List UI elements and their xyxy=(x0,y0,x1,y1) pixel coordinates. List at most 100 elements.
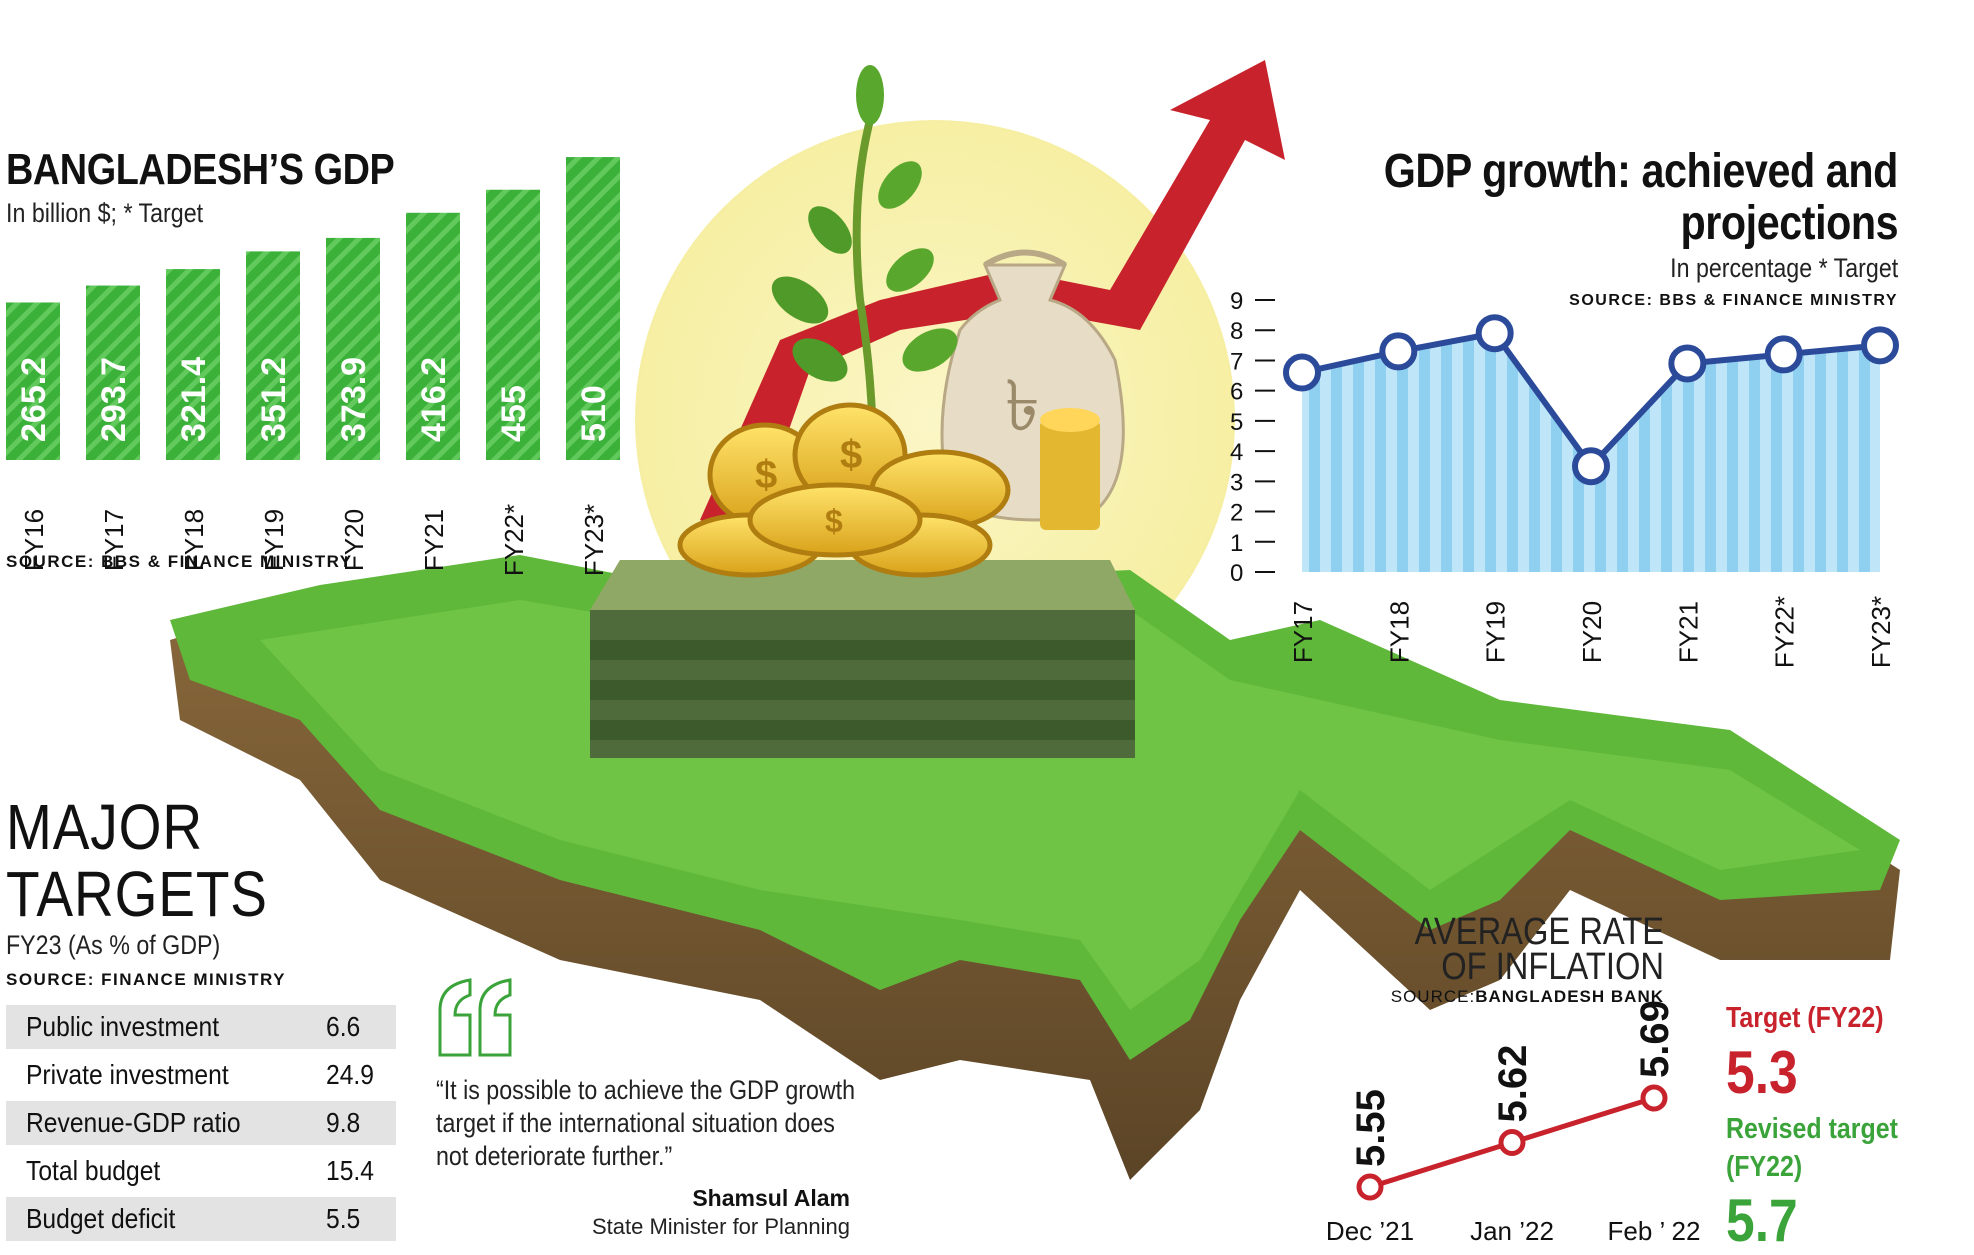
inflation-value-label: 5.62 xyxy=(1491,1045,1535,1123)
growth-chart-title-line2: projections xyxy=(1680,197,1898,250)
inflation-target-value: 5.3 xyxy=(1726,1039,1798,1106)
target-label: Private investment xyxy=(26,1059,229,1090)
coin-stack-icon xyxy=(1040,408,1100,530)
gdp-bar-value-label: 351.2 xyxy=(255,357,293,442)
inflation-revised-value: 5.7 xyxy=(1726,1187,1798,1254)
gdp-category-tick-label: FY18 xyxy=(179,509,209,571)
gdp-bar-value-label: 321.4 xyxy=(175,357,213,442)
growth-chart-source: SOURCE: BBS & FINANCE MINISTRY xyxy=(1569,292,1898,309)
target-value: 6.6 xyxy=(326,1011,361,1042)
growth-point xyxy=(1668,344,1707,383)
gdp-bar-chart: 265.2 FY16 293.7 FY17 321.4 FY18 351.2 FY19 373.… xyxy=(6,157,620,576)
svg-text:$: $ xyxy=(825,503,843,539)
gdp-bar-value-label: 510 xyxy=(575,385,613,442)
plant-icon xyxy=(771,65,958,561)
growth-x-tick-label: FY21 xyxy=(1673,601,1703,663)
gdp-bar xyxy=(6,302,60,460)
target-label: Budget deficit xyxy=(26,1203,176,1234)
svg-text:$: $ xyxy=(840,433,862,477)
quote-mark-icon xyxy=(438,978,512,1057)
gdp-bar xyxy=(326,237,380,460)
targets-source: SOURCE: FINANCE MINISTRY xyxy=(6,970,286,989)
target-label: Public investment xyxy=(26,1011,220,1042)
inflation-title-line1: AVERAGE RATE xyxy=(1414,911,1664,953)
gdp-category-tick-label: FY22* xyxy=(499,504,529,576)
inflation-x-tick-label: Jan ’22 xyxy=(1470,1216,1554,1246)
quote-line1: “It is possible to achieve the GDP growt… xyxy=(436,1075,856,1105)
rising-arrow-icon xyxy=(700,60,1285,540)
inflation-source-prefix: SOURCE: xyxy=(1390,987,1476,1006)
background-illustration: ৳ $ $ $ xyxy=(170,60,1900,1180)
growth-y-tick-label: 2 xyxy=(1230,500,1243,527)
targets-subtitle: FY23 (As % of GDP) xyxy=(6,930,221,960)
gdp-chart-source: SOURCE: BBS & FINANCE MINISTRY xyxy=(6,552,353,571)
growth-y-tick-label: 1 xyxy=(1230,530,1243,557)
growth-y-tick-label: 0 xyxy=(1230,560,1243,587)
growth-y-tick-label: 6 xyxy=(1230,379,1243,406)
inflation-target-label: Target (FY22) xyxy=(1726,1002,1884,1034)
gdp-category-tick-label: FY20 xyxy=(339,509,369,571)
svg-text:$: $ xyxy=(755,453,777,497)
inflation-source: SOURCE:BANGLADESH BANK xyxy=(1391,987,1664,1007)
gdp-bar xyxy=(86,285,140,460)
inflation-title-line2: OF INFLATION xyxy=(1441,946,1664,988)
target-value: 15.4 xyxy=(326,1155,374,1186)
growth-y-tick-label: 8 xyxy=(1230,318,1243,345)
growth-point xyxy=(1283,353,1321,392)
growth-y-tick-label: 5 xyxy=(1230,409,1243,436)
gold-coins-icon: $ $ $ xyxy=(677,402,1011,578)
inflation-revised-label-line1: Revised target xyxy=(1726,1113,1898,1145)
gdp-bar-value-label: 416.2 xyxy=(415,357,453,442)
gdp-bar-value-label: 373.9 xyxy=(335,357,373,442)
inflation-line-chart: 5.55 Dec ’21 5.62 Jan ’22 5.69 Feb ’ 22 xyxy=(1326,1000,1701,1246)
growth-point xyxy=(1764,335,1803,374)
gdp-bar-value-label: 265.2 xyxy=(15,357,53,442)
gdp-chart-title: BANGLADESH’S GDP xyxy=(6,145,395,194)
inflation-revised-label-line2: (FY22) xyxy=(1726,1151,1803,1183)
growth-point xyxy=(1861,326,1899,365)
target-value: 5.5 xyxy=(326,1203,361,1234)
gdp-bar xyxy=(566,157,620,460)
gdp-category-tick-label: FY16 xyxy=(19,509,49,571)
inflation-x-tick-label: Dec ’21 xyxy=(1326,1216,1414,1246)
growth-x-tick-label: FY18 xyxy=(1384,601,1414,663)
growth-x-tick-label: FY20 xyxy=(1577,601,1607,663)
inflation-point xyxy=(1498,1129,1526,1156)
svg-text:৳: ৳ xyxy=(1005,365,1040,447)
quote-author-role: State Minister for Planning xyxy=(591,1214,850,1239)
growth-chart-subtitle: In percentage * Target xyxy=(1669,253,1898,283)
table-row: Budget deficit 5.5 xyxy=(6,1197,396,1241)
gdp-chart-subtitle: In billion $; * Target xyxy=(6,198,204,228)
growth-x-tick-label: FY17 xyxy=(1288,601,1318,663)
money-stack-icon xyxy=(590,560,1135,758)
quote-line2: target if the international situation do… xyxy=(436,1108,835,1138)
target-label: Revenue-GDP ratio xyxy=(26,1107,241,1138)
table-row: Total budget 15.4 xyxy=(6,1149,396,1193)
growth-chart-title-line1: GDP growth: achieved and xyxy=(1383,145,1899,198)
gdp-bar-value-label: 455 xyxy=(495,385,533,442)
growth-y-tick-label: 4 xyxy=(1230,439,1243,466)
quote-author: Shamsul Alam xyxy=(692,1185,850,1211)
growth-y-tick-label: 3 xyxy=(1230,469,1243,496)
gdp-bar xyxy=(246,251,300,460)
table-row: Private investment 24.9 xyxy=(6,1053,396,1097)
growth-x-tick-label: FY22* xyxy=(1770,596,1800,668)
targets-title-line1: MAJOR xyxy=(6,791,203,863)
target-value: 9.8 xyxy=(326,1107,361,1138)
growth-point xyxy=(1572,447,1610,486)
growth-x-tick-label: FY23* xyxy=(1866,596,1896,668)
growth-x-tick-label: FY19 xyxy=(1481,601,1511,663)
inflation-source-name: BANGLADESH BANK xyxy=(1475,987,1664,1006)
targets-title-line2: TARGETS xyxy=(6,858,268,930)
gdp-bar xyxy=(166,269,220,460)
growth-point xyxy=(1475,314,1514,353)
gdp-category-tick-label: FY17 xyxy=(99,509,129,571)
gdp-bar-value-label: 293.7 xyxy=(95,357,133,442)
inflation-x-tick-label: Feb ’ 22 xyxy=(1608,1216,1701,1246)
gdp-bar xyxy=(486,189,540,461)
inflation-value-label: 5.55 xyxy=(1349,1089,1393,1167)
gdp-bar xyxy=(406,212,460,460)
target-label: Total budget xyxy=(26,1155,161,1186)
quote-line3: not deteriorate further.” xyxy=(436,1141,673,1171)
